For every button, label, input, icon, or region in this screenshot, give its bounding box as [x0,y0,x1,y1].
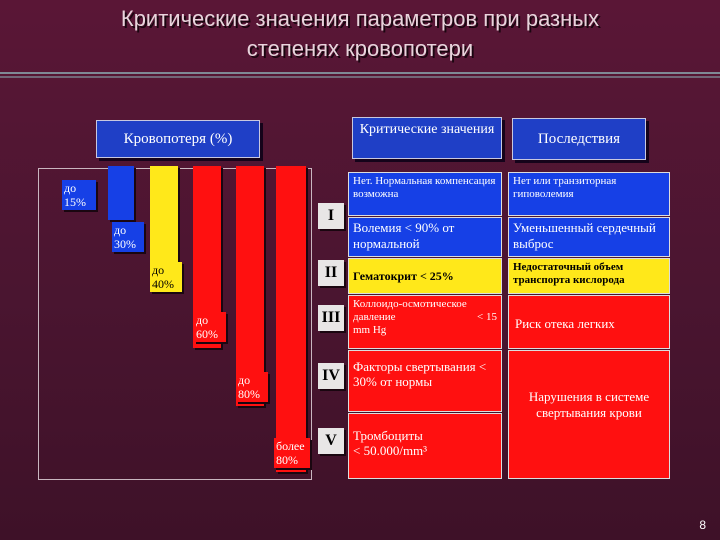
stage-iii: III [318,305,344,331]
consequence-stage-i: Нет или транзиторная гиповолемия [508,172,670,216]
loss-label-40: до 40% [150,262,182,292]
consequence-stage-iii: Риск отека легких [508,295,670,349]
loss-label-60: до 60% [194,312,226,342]
critical-stage-iii: Коллоидо-осмотическое давление < 15 mm H… [348,295,502,349]
consequence-stage-ii: Недостаточный объем транспорта кислорода [508,258,670,294]
stage-iv: IV [318,363,344,389]
critical-stage-i-volemia: Волемия < 90% от нормальной [348,217,502,257]
loss-bar-15 [108,166,134,220]
title-divider-2 [0,76,720,78]
loss-label-15: до 15% [62,180,96,210]
loss-label-over-80: более 80% [274,438,310,468]
consequence-stage-iv-v: Нарушения в системе свертывания крови [508,350,670,479]
loss-label-30: до 30% [112,222,144,252]
consequence-stage-i-output: Уменьшенный сердечный выброс [508,217,670,257]
stage-i: I [318,203,344,229]
critical-stage-ii: Гематокрит < 25% [348,258,502,294]
title-divider [0,72,720,74]
slide-title: Критические значения параметров при разн… [0,4,720,64]
critical-stage-i: Нет. Нормальная компенсация возможна [348,172,502,216]
header-consequences: Последствия [512,118,646,160]
header-blood-loss: Кровопотеря (%) [96,120,260,158]
critical-stage-v: Тромбоциты < 50.000/mm³ [348,413,502,479]
header-critical-values: Критические значения [352,117,502,159]
stage-ii: II [318,260,344,286]
page-number: 8 [699,518,706,532]
title-line-2: степенях кровопотери [246,36,474,61]
title-line-1: Критические значения параметров при разн… [120,6,600,31]
critical-stage-iv: Факторы свертывания < 30% от нормы [348,350,502,412]
loss-bar-80 [236,166,264,406]
loss-bar-over-80 [276,166,306,472]
stage-v: V [318,428,344,454]
loss-label-80: до 80% [236,372,268,402]
